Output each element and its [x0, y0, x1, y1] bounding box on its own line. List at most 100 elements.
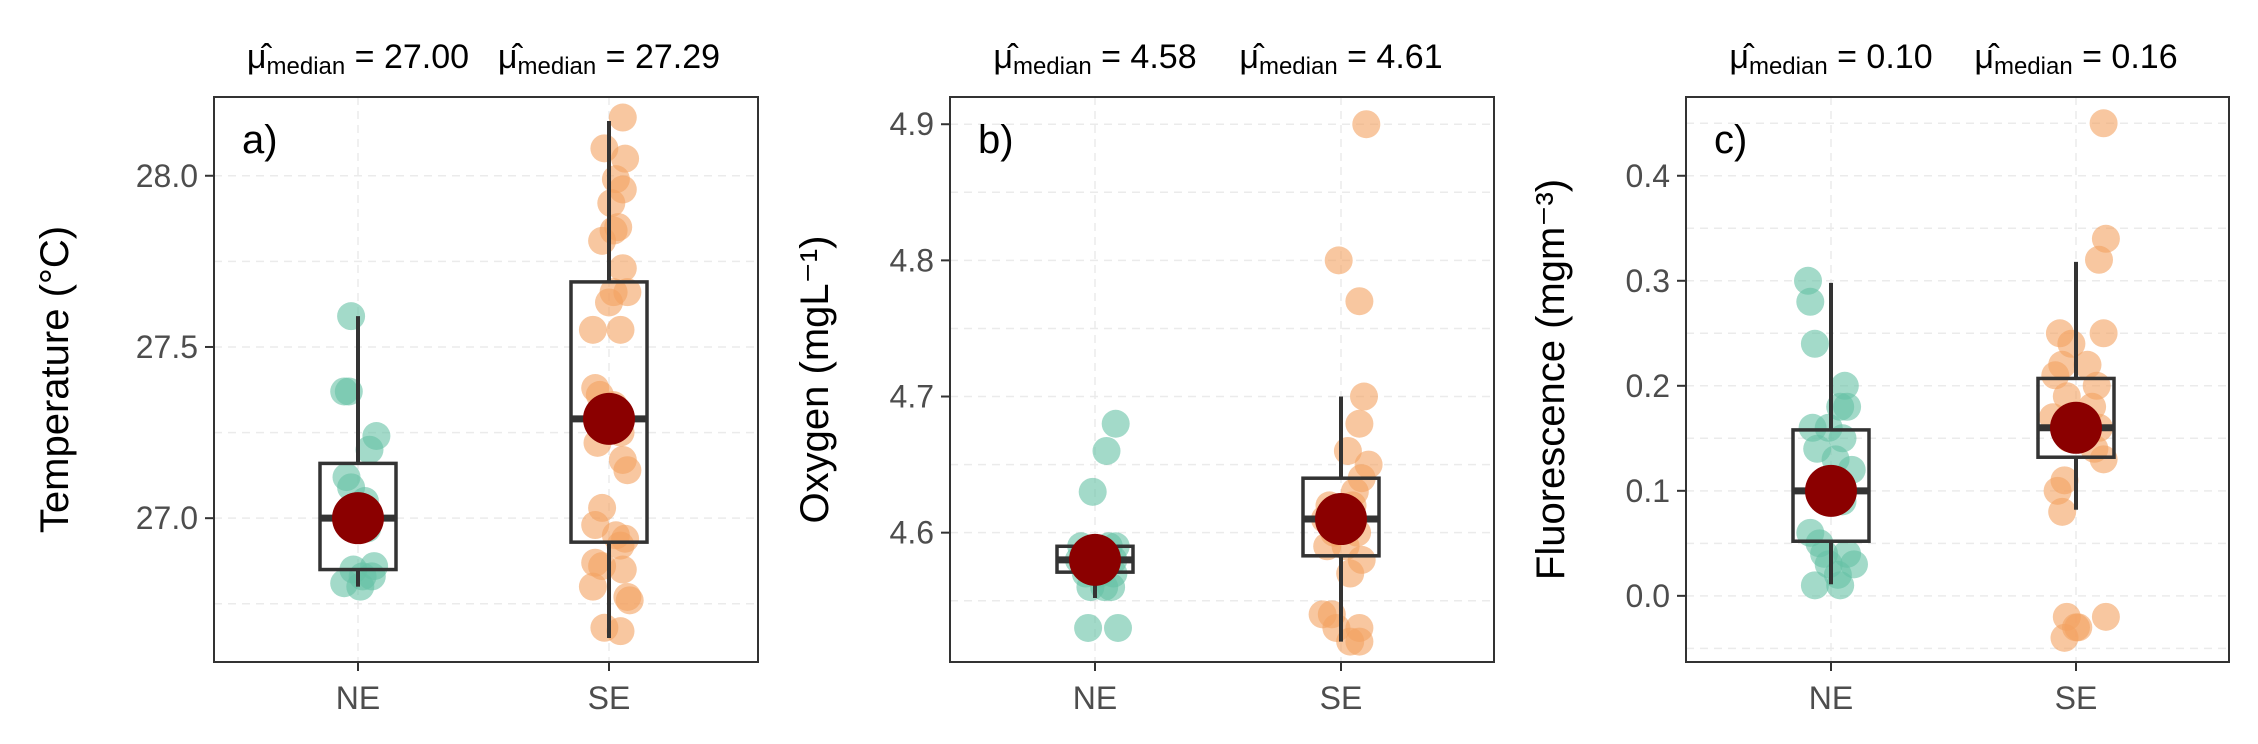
median-stat-label: μ̂median = 4.58 — [993, 38, 1196, 80]
box — [2036, 376, 2116, 459]
median-stat-label: μ̂median = 0.10 — [1729, 38, 1932, 80]
data-point — [2091, 602, 2120, 631]
y-tick-label: 0.0 — [1626, 578, 1670, 614]
x-tick-label: SE — [2055, 680, 2098, 716]
data-point — [1350, 382, 1378, 411]
data-point — [1345, 287, 1374, 316]
data-point — [355, 435, 384, 464]
data-point — [581, 511, 610, 540]
y-tick-label: 4.9 — [890, 106, 934, 142]
plot-background — [950, 97, 1494, 662]
data-point — [2048, 497, 2077, 526]
data-point — [606, 531, 635, 560]
median-marker — [583, 392, 635, 445]
plot-border — [949, 96, 1495, 663]
data-point — [578, 572, 607, 601]
y-tick-label: 4.8 — [890, 242, 934, 278]
data-point — [1336, 559, 1365, 588]
data-point — [613, 456, 642, 485]
data-point — [2073, 350, 2102, 379]
y-axis-title: Oxygen (mgL⁻¹) — [793, 236, 837, 524]
median-marker — [332, 492, 384, 545]
y-tick-label: 4.6 — [890, 515, 934, 551]
plot-border — [1685, 96, 2230, 663]
data-point — [2085, 245, 2113, 274]
median-marker — [1805, 464, 1857, 517]
data-point — [615, 586, 644, 615]
data-point — [337, 302, 366, 331]
plot-background — [1686, 97, 2229, 662]
y-axis-title: Temperature (°C) — [33, 226, 77, 533]
data-point — [608, 103, 637, 132]
x-tick-label: NE — [1073, 680, 1117, 716]
y-tick-label: 27.5 — [136, 329, 198, 365]
box — [1791, 428, 1871, 543]
box — [569, 280, 649, 544]
data-point — [1833, 392, 1862, 421]
series-ne — [318, 302, 398, 601]
data-point — [606, 315, 635, 344]
data-point — [1796, 287, 1825, 316]
y-tick-label: 4.7 — [890, 379, 934, 415]
data-point — [597, 189, 626, 218]
data-point — [578, 315, 607, 344]
y-tick-label: 0.2 — [1626, 368, 1670, 404]
y-tick-label: 0.4 — [1626, 158, 1670, 194]
data-point — [2050, 623, 2079, 652]
data-point — [1078, 477, 1107, 506]
data-point — [608, 254, 637, 283]
series-se — [1301, 110, 1383, 656]
median-stat-label: μ̂median = 27.29 — [498, 38, 720, 80]
median-marker — [2050, 401, 2102, 454]
data-point — [2057, 329, 2086, 358]
y-tick-label: 28.0 — [136, 158, 198, 194]
data-point — [1800, 571, 1829, 600]
data-point — [1333, 436, 1362, 465]
panel-tag: a) — [242, 118, 278, 162]
data-point — [590, 134, 619, 163]
data-point — [606, 617, 635, 646]
median-marker — [1315, 493, 1367, 546]
data-point — [1826, 571, 1855, 600]
y-tick-label: 0.3 — [1626, 263, 1670, 299]
data-point — [2089, 319, 2118, 348]
plot-background — [214, 97, 758, 662]
data-point — [1794, 266, 1822, 295]
plot-border — [213, 96, 759, 663]
panel-b: b) 4.6 4.7 4.8 4.9 NE SE Oxygen (mgL⁻¹) μ̂median… — [793, 38, 1495, 716]
data-point — [588, 226, 617, 255]
data-point — [1324, 246, 1353, 275]
median-stat-label: μ̂median = 27.00 — [247, 38, 469, 80]
series-se — [569, 103, 649, 646]
y-tick-label: 27.0 — [136, 500, 198, 536]
data-point — [1352, 110, 1381, 139]
panel-c: c) 0.0 0.1 0.2 0.3 0.4 NE SE Fluorescence (mgm⁻³… — [1529, 38, 2230, 716]
gridlines — [950, 97, 1494, 662]
x-tick-label: SE — [588, 680, 631, 716]
data-point — [608, 555, 637, 584]
data-point — [346, 572, 375, 601]
panel-tag: b) — [978, 118, 1014, 162]
data-point — [334, 377, 363, 406]
series-ne — [1055, 409, 1135, 642]
data-point — [2091, 224, 2120, 253]
y-tick-label: 0.1 — [1626, 473, 1670, 509]
data-point — [2043, 476, 2072, 505]
median-stat-label: μ̂median = 0.16 — [1974, 38, 2177, 80]
data-point — [1074, 613, 1103, 642]
data-point — [1345, 627, 1374, 656]
data-point — [2041, 361, 2070, 390]
series-se — [2036, 109, 2120, 652]
x-tick-label: NE — [1809, 680, 1853, 716]
x-tick-label: NE — [336, 680, 380, 716]
median-marker — [1069, 533, 1121, 586]
data-point — [1092, 436, 1121, 465]
panel-a: a) 27.0 27.5 28.0 NE SE Temperature (°C) μ̂medi… — [33, 38, 759, 716]
data-point — [2089, 445, 2118, 474]
data-point — [595, 288, 623, 317]
series-ne — [1791, 266, 1871, 600]
y-axis-title: Fluorescence (mgm⁻³) — [1529, 179, 1573, 580]
data-point — [1800, 329, 1829, 358]
data-point — [1104, 613, 1132, 642]
